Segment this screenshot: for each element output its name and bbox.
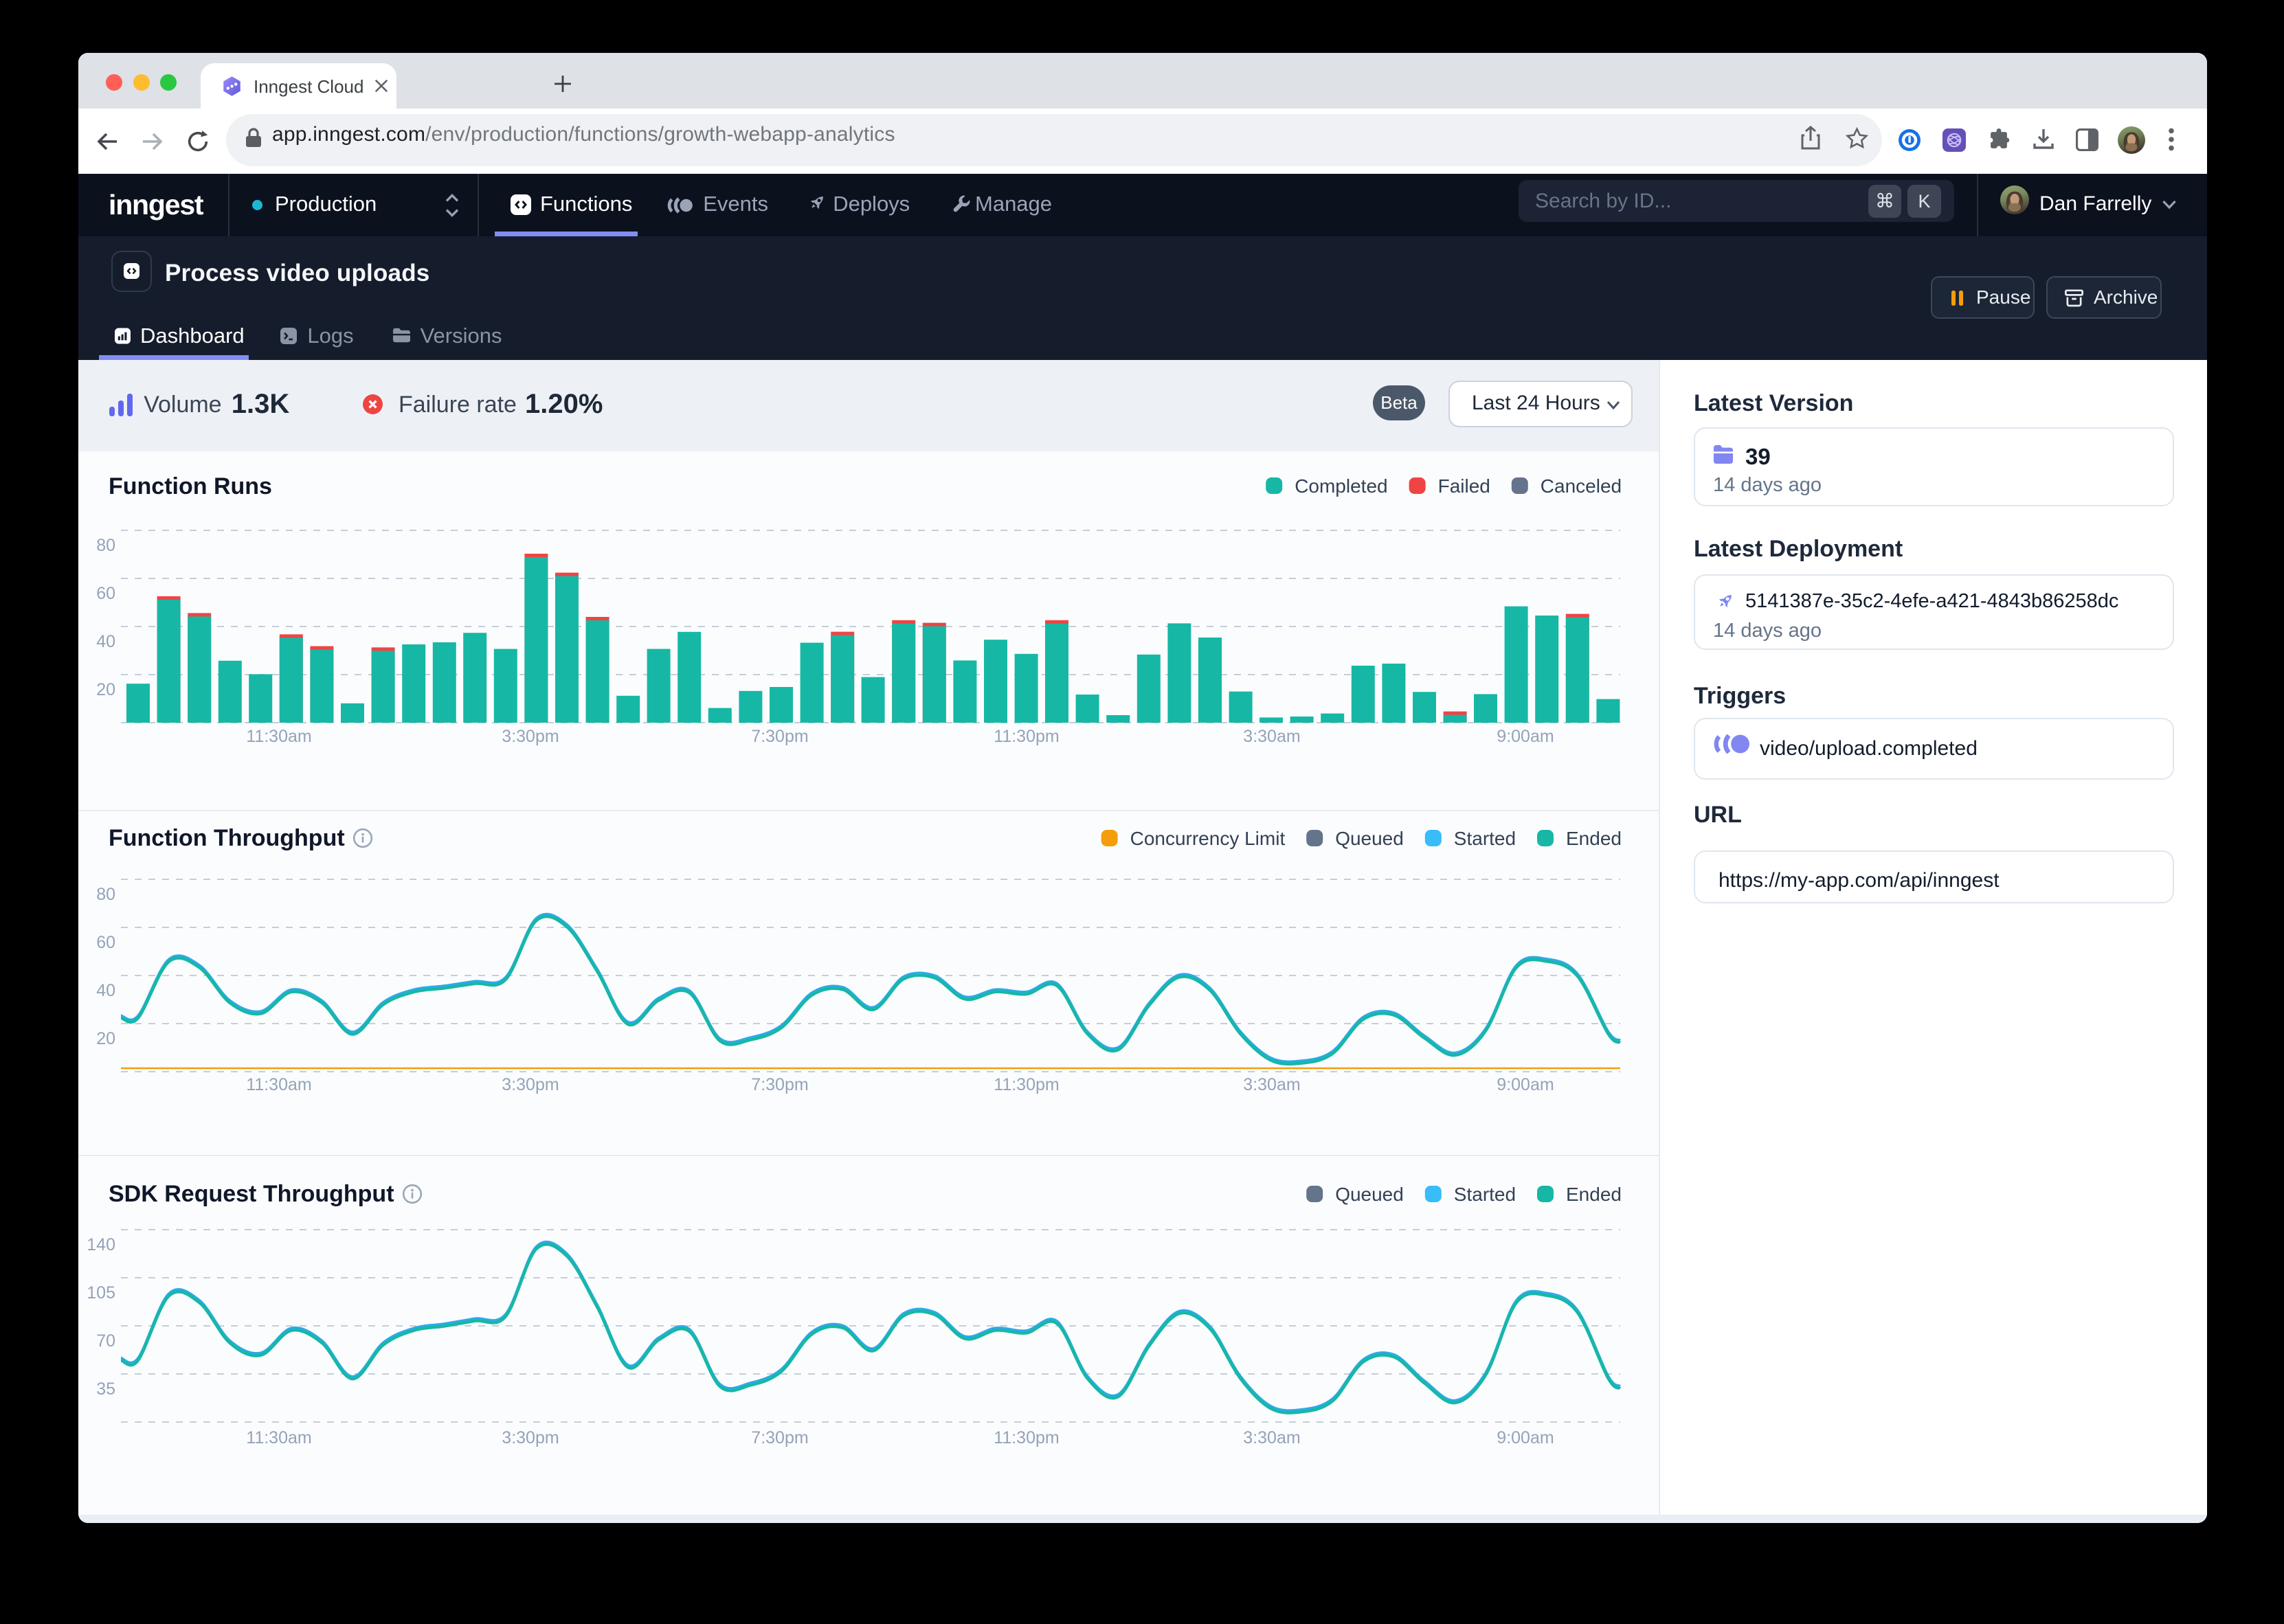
svg-text:7:30pm: 7:30pm bbox=[751, 1428, 808, 1447]
svg-text:9:00am: 9:00am bbox=[1497, 1428, 1554, 1447]
svg-text:20: 20 bbox=[96, 1029, 115, 1048]
svg-text:11:30am: 11:30am bbox=[246, 1428, 311, 1447]
svg-text:Queued: Queued bbox=[1335, 1184, 1404, 1205]
svg-text:7:30pm: 7:30pm bbox=[751, 727, 808, 746]
svg-text:11:30pm: 11:30pm bbox=[994, 1428, 1059, 1447]
svg-text:3:30pm: 3:30pm bbox=[502, 1075, 559, 1094]
svg-text:7:30pm: 7:30pm bbox=[751, 1075, 808, 1094]
svg-text:20: 20 bbox=[96, 680, 115, 699]
svg-text:11:30pm: 11:30pm bbox=[994, 727, 1059, 746]
svg-text:Function Throughput: Function Throughput bbox=[109, 825, 345, 851]
svg-text:140: 140 bbox=[87, 1235, 115, 1254]
svg-text:11:30am: 11:30am bbox=[246, 727, 311, 746]
svg-text:3:30pm: 3:30pm bbox=[502, 727, 559, 746]
svg-text:60: 60 bbox=[96, 584, 115, 603]
svg-text:9:00am: 9:00am bbox=[1497, 727, 1554, 746]
svg-text:Queued: Queued bbox=[1335, 828, 1404, 849]
svg-text:3:30am: 3:30am bbox=[1243, 727, 1300, 746]
svg-text:Started: Started bbox=[1454, 828, 1516, 849]
svg-text:60: 60 bbox=[96, 933, 115, 952]
svg-text:105: 105 bbox=[87, 1283, 115, 1302]
svg-text:3:30pm: 3:30pm bbox=[502, 1428, 559, 1447]
svg-text:40: 40 bbox=[96, 632, 115, 651]
svg-text:11:30pm: 11:30pm bbox=[994, 1075, 1059, 1094]
svg-text:70: 70 bbox=[96, 1331, 115, 1351]
svg-text:40: 40 bbox=[96, 981, 115, 1000]
svg-text:Ended: Ended bbox=[1566, 1184, 1622, 1205]
svg-text:Completed: Completed bbox=[1295, 475, 1387, 497]
svg-text:9:00am: 9:00am bbox=[1497, 1075, 1554, 1094]
svg-text:3:30am: 3:30am bbox=[1243, 1428, 1300, 1447]
svg-text:Function Runs: Function Runs bbox=[109, 473, 272, 499]
svg-text:SDK Request Throughput: SDK Request Throughput bbox=[109, 1181, 394, 1207]
svg-text:35: 35 bbox=[96, 1379, 115, 1399]
svg-text:80: 80 bbox=[96, 885, 115, 904]
svg-text:Canceled: Canceled bbox=[1541, 475, 1622, 497]
svg-text:3:30am: 3:30am bbox=[1243, 1075, 1300, 1094]
svg-text:Ended: Ended bbox=[1566, 828, 1622, 849]
svg-text:Failed: Failed bbox=[1438, 475, 1490, 497]
svg-text:Started: Started bbox=[1454, 1184, 1516, 1205]
svg-text:80: 80 bbox=[96, 536, 115, 555]
svg-text:Concurrency Limit: Concurrency Limit bbox=[1130, 828, 1286, 849]
svg-text:11:30am: 11:30am bbox=[246, 1075, 311, 1094]
